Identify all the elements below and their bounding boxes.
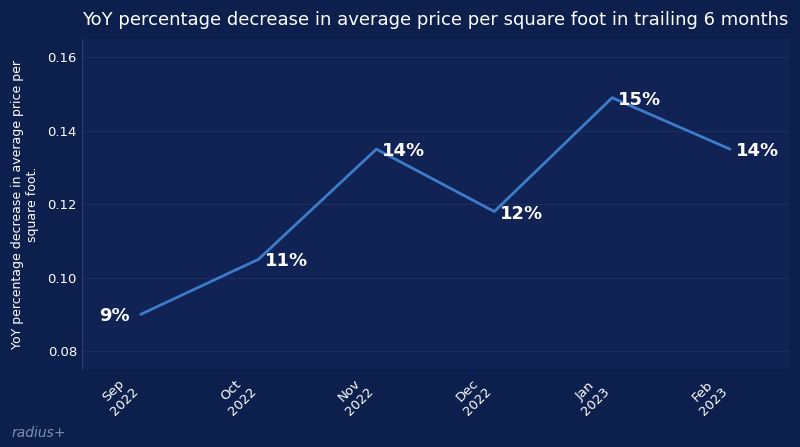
Text: 9%: 9% <box>99 308 130 325</box>
Text: radius+: radius+ <box>12 426 66 440</box>
Text: 14%: 14% <box>736 142 779 160</box>
Text: 14%: 14% <box>382 142 426 160</box>
Title: YoY percentage decrease in average price per square foot in trailing 6 months: YoY percentage decrease in average price… <box>82 11 789 29</box>
Text: 15%: 15% <box>618 91 661 109</box>
Text: 12%: 12% <box>500 205 543 223</box>
Y-axis label: YoY percentage decrease in average price per
square foot.: YoY percentage decrease in average price… <box>11 60 39 349</box>
Text: 11%: 11% <box>265 252 307 270</box>
